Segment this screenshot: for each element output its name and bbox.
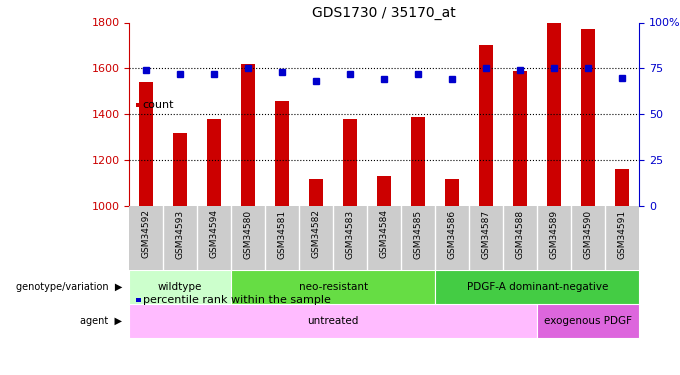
Bar: [275, 100, 289, 206]
Bar: [513, 71, 527, 206]
Bar: [537, 304, 639, 338]
Bar: [136, 103, 141, 107]
Text: PDGF-A dominant-negative: PDGF-A dominant-negative: [466, 282, 608, 292]
Bar: [581, 29, 595, 206]
Bar: [309, 178, 323, 206]
Bar: [547, 22, 561, 206]
Bar: [136, 298, 141, 302]
Bar: [207, 119, 221, 206]
Text: agent  ▶: agent ▶: [80, 316, 122, 326]
Bar: [139, 82, 153, 206]
Text: neo-resistant: neo-resistant: [299, 282, 368, 292]
Bar: [435, 270, 639, 304]
Text: GSM34584: GSM34584: [379, 209, 389, 258]
Text: GSM34586: GSM34586: [447, 209, 457, 259]
Bar: [231, 270, 435, 304]
Text: wildtype: wildtype: [158, 282, 203, 292]
Bar: [615, 170, 629, 206]
Text: GSM34583: GSM34583: [345, 209, 355, 259]
Text: count: count: [143, 100, 174, 110]
Bar: [129, 270, 231, 304]
Text: GSM34582: GSM34582: [311, 209, 321, 258]
Text: GSM34580: GSM34580: [243, 209, 253, 259]
Bar: [173, 133, 187, 206]
Text: GSM34589: GSM34589: [549, 209, 559, 259]
Bar: [377, 176, 391, 206]
Text: GSM34592: GSM34592: [141, 209, 151, 258]
Text: exogenous PDGF: exogenous PDGF: [544, 316, 632, 326]
Bar: [343, 119, 357, 206]
Text: genotype/variation  ▶: genotype/variation ▶: [16, 282, 122, 292]
Bar: [241, 64, 255, 206]
Text: GSM34590: GSM34590: [583, 209, 593, 259]
Title: GDS1730 / 35170_at: GDS1730 / 35170_at: [312, 6, 456, 20]
Text: GSM34585: GSM34585: [413, 209, 423, 259]
Text: GSM34594: GSM34594: [209, 209, 219, 258]
Text: GSM34593: GSM34593: [175, 209, 185, 259]
Bar: [479, 45, 493, 206]
Text: GSM34591: GSM34591: [617, 209, 627, 259]
Bar: [445, 178, 459, 206]
Text: percentile rank within the sample: percentile rank within the sample: [143, 295, 330, 305]
Text: GSM34588: GSM34588: [515, 209, 525, 259]
Text: GSM34587: GSM34587: [481, 209, 491, 259]
Text: GSM34581: GSM34581: [277, 209, 287, 259]
Text: untreated: untreated: [307, 316, 359, 326]
Bar: [129, 304, 537, 338]
Bar: [411, 117, 425, 206]
